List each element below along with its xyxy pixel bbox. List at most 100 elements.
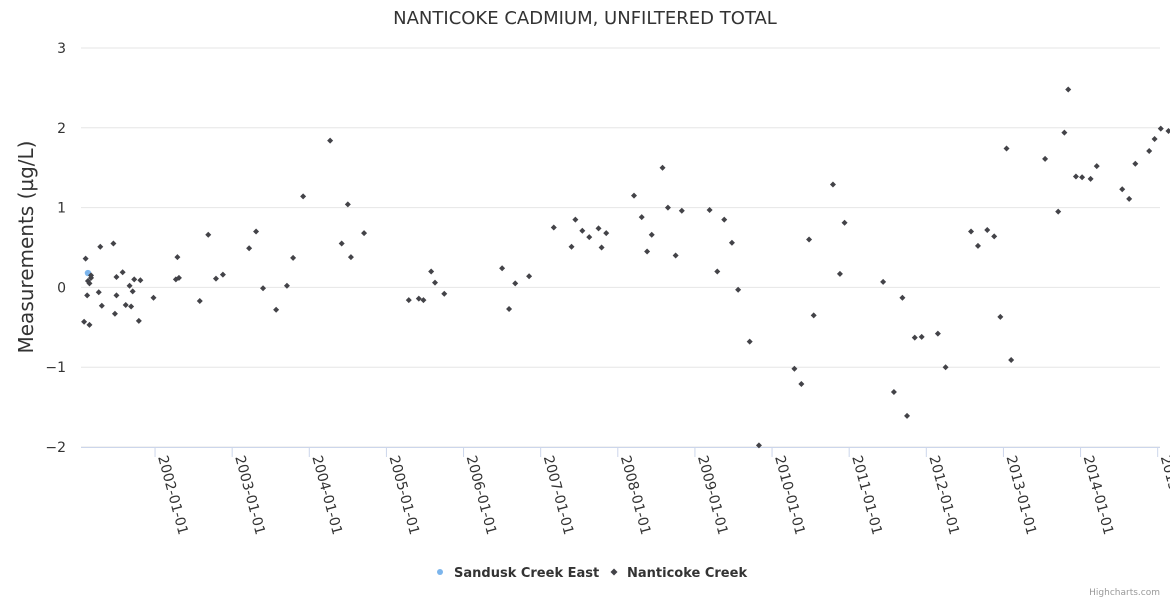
data-point-nanticoke-creek[interactable]: [212, 275, 219, 282]
data-point-nanticoke-creek[interactable]: [150, 294, 157, 301]
data-point-nanticoke-creek[interactable]: [205, 231, 212, 238]
data-point-nanticoke-creek[interactable]: [550, 224, 557, 231]
data-point-nanticoke-creek[interactable]: [991, 233, 998, 240]
data-point-nanticoke-creek[interactable]: [918, 333, 925, 340]
data-point-nanticoke-creek[interactable]: [338, 240, 345, 247]
data-point-nanticoke-creek[interactable]: [131, 276, 138, 283]
data-point-nanticoke-creek[interactable]: [174, 254, 181, 261]
data-point-nanticoke-creek[interactable]: [798, 380, 805, 387]
data-point-nanticoke-creek[interactable]: [82, 255, 89, 262]
data-point-nanticoke-creek[interactable]: [110, 240, 117, 247]
data-point-nanticoke-creek[interactable]: [841, 219, 848, 226]
data-point-nanticoke-creek[interactable]: [196, 297, 203, 304]
data-point-nanticoke-creek[interactable]: [968, 228, 975, 235]
data-point-nanticoke-creek[interactable]: [420, 297, 427, 304]
data-point-nanticoke-creek[interactable]: [746, 338, 753, 345]
data-point-nanticoke-creek[interactable]: [572, 216, 579, 223]
data-point-nanticoke-creek[interactable]: [984, 226, 991, 233]
data-point-nanticoke-creek[interactable]: [347, 254, 354, 261]
data-point-nanticoke-creek[interactable]: [942, 364, 949, 371]
data-point-nanticoke-creek[interactable]: [1157, 125, 1164, 132]
data-point-nanticoke-creek[interactable]: [300, 193, 307, 200]
legend-item-nanticoke-creek[interactable]: Nanticoke Creek: [610, 566, 748, 581]
data-point-nanticoke-creek[interactable]: [273, 306, 280, 313]
data-point-nanticoke-creek[interactable]: [1079, 174, 1086, 181]
data-point-nanticoke-creek[interactable]: [290, 254, 297, 261]
data-point-nanticoke-creek[interactable]: [260, 285, 267, 292]
data-point-nanticoke-creek[interactable]: [644, 248, 651, 255]
data-point-nanticoke-creek[interactable]: [1065, 86, 1072, 93]
data-point-nanticoke-creek[interactable]: [672, 252, 679, 259]
data-point-nanticoke-creek[interactable]: [428, 268, 435, 275]
data-point-nanticoke-creek[interactable]: [86, 280, 93, 287]
data-point-nanticoke-creek[interactable]: [1055, 208, 1062, 215]
data-point-nanticoke-creek[interactable]: [603, 230, 610, 237]
data-point-nanticoke-creek[interactable]: [586, 234, 593, 241]
data-point-nanticoke-creek[interactable]: [899, 294, 906, 301]
data-point-nanticoke-creek[interactable]: [128, 303, 135, 310]
data-point-nanticoke-creek[interactable]: [664, 204, 671, 211]
data-point-nanticoke-creek[interactable]: [1003, 145, 1010, 152]
data-point-nanticoke-creek[interactable]: [598, 244, 605, 251]
data-point-nanticoke-creek[interactable]: [113, 292, 120, 299]
data-point-nanticoke-creek[interactable]: [1061, 129, 1068, 136]
data-point-nanticoke-creek[interactable]: [880, 278, 887, 285]
data-point-nanticoke-creek[interactable]: [1072, 173, 1079, 180]
data-point-nanticoke-creek[interactable]: [806, 236, 813, 243]
data-point-nanticoke-creek[interactable]: [890, 388, 897, 395]
data-point-nanticoke-creek[interactable]: [135, 317, 142, 324]
data-point-nanticoke-creek[interactable]: [791, 365, 798, 372]
data-point-nanticoke-creek[interactable]: [755, 442, 762, 449]
data-point-nanticoke-creek[interactable]: [129, 288, 136, 295]
data-point-nanticoke-creek[interactable]: [810, 312, 817, 319]
data-point-nanticoke-creek[interactable]: [219, 271, 226, 278]
data-point-nanticoke-creek[interactable]: [1151, 135, 1158, 142]
data-point-nanticoke-creek[interactable]: [735, 286, 742, 293]
data-point-nanticoke-creek[interactable]: [1146, 147, 1153, 154]
data-point-nanticoke-creek[interactable]: [246, 245, 253, 252]
data-point-nanticoke-creek[interactable]: [512, 280, 519, 287]
data-point-nanticoke-creek[interactable]: [405, 297, 412, 304]
data-point-nanticoke-creek[interactable]: [706, 206, 713, 213]
legend-item-sandusk-creek-east[interactable]: Sandusk Creek East: [437, 566, 599, 581]
data-point-nanticoke-creek[interactable]: [648, 231, 655, 238]
data-point-nanticoke-creek[interactable]: [568, 243, 575, 250]
data-point-nanticoke-creek[interactable]: [829, 181, 836, 188]
data-point-nanticoke-creek[interactable]: [499, 265, 506, 272]
credits-link[interactable]: Highcharts.com: [1089, 588, 1160, 598]
data-point-nanticoke-creek[interactable]: [630, 192, 637, 199]
data-point-nanticoke-creek[interactable]: [836, 270, 843, 277]
data-point-nanticoke-creek[interactable]: [137, 277, 144, 284]
data-point-nanticoke-creek[interactable]: [175, 274, 182, 281]
data-point-nanticoke-creek[interactable]: [526, 273, 533, 280]
data-point-nanticoke-creek[interactable]: [253, 228, 260, 235]
data-point-nanticoke-creek[interactable]: [119, 269, 126, 276]
data-point-nanticoke-creek[interactable]: [111, 310, 118, 317]
data-point-nanticoke-creek[interactable]: [1093, 163, 1100, 170]
data-point-nanticoke-creek[interactable]: [126, 282, 133, 289]
data-point-nanticoke-creek[interactable]: [344, 201, 351, 208]
data-point-nanticoke-creek[interactable]: [84, 292, 91, 299]
data-point-nanticoke-creek[interactable]: [327, 137, 334, 144]
data-point-nanticoke-creek[interactable]: [659, 164, 666, 171]
data-point-nanticoke-creek[interactable]: [441, 290, 448, 297]
data-point-nanticoke-creek[interactable]: [904, 412, 911, 419]
data-point-nanticoke-creek[interactable]: [97, 243, 104, 250]
data-point-nanticoke-creek[interactable]: [595, 225, 602, 232]
data-point-nanticoke-creek[interactable]: [678, 207, 685, 214]
data-point-nanticoke-creek[interactable]: [911, 334, 918, 341]
data-point-nanticoke-creek[interactable]: [1119, 186, 1126, 193]
data-point-nanticoke-creek[interactable]: [728, 239, 735, 246]
data-point-nanticoke-creek[interactable]: [86, 321, 93, 328]
data-point-nanticoke-creek[interactable]: [415, 295, 422, 302]
data-point-nanticoke-creek[interactable]: [1042, 155, 1049, 162]
data-point-nanticoke-creek[interactable]: [432, 279, 439, 286]
data-point-nanticoke-creek[interactable]: [283, 282, 290, 289]
data-point-nanticoke-creek[interactable]: [1132, 160, 1139, 167]
data-point-nanticoke-creek[interactable]: [1087, 175, 1094, 182]
data-point-nanticoke-creek[interactable]: [506, 305, 513, 312]
data-point-nanticoke-creek[interactable]: [81, 318, 88, 325]
data-point-nanticoke-creek[interactable]: [997, 313, 1004, 320]
data-point-nanticoke-creek[interactable]: [88, 274, 95, 281]
data-point-nanticoke-creek[interactable]: [974, 242, 981, 249]
